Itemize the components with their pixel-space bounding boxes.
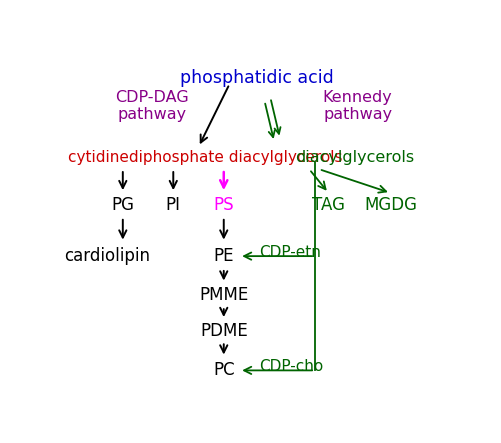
Text: PI: PI xyxy=(166,196,181,214)
Text: PC: PC xyxy=(213,361,234,379)
Text: CDP-etn: CDP-etn xyxy=(259,245,321,260)
Text: cardiolipin: cardiolipin xyxy=(64,247,150,265)
Text: PE: PE xyxy=(213,247,234,265)
Text: MGDG: MGDG xyxy=(364,196,417,214)
Text: PMME: PMME xyxy=(199,286,248,304)
Text: cytidinediphosphate diacylglycerols: cytidinediphosphate diacylglycerols xyxy=(69,150,343,165)
Text: TAG: TAG xyxy=(312,196,345,214)
Text: PG: PG xyxy=(111,196,134,214)
Text: phosphatidic acid: phosphatidic acid xyxy=(180,69,334,86)
Text: CDP-cho: CDP-cho xyxy=(259,359,323,374)
Text: PDME: PDME xyxy=(200,322,247,340)
Text: CDP-DAG
pathway: CDP-DAG pathway xyxy=(115,90,189,122)
Text: diacylglycerols: diacylglycerols xyxy=(296,150,415,165)
Text: PS: PS xyxy=(213,196,234,214)
Text: Kennedy
pathway: Kennedy pathway xyxy=(323,90,393,122)
